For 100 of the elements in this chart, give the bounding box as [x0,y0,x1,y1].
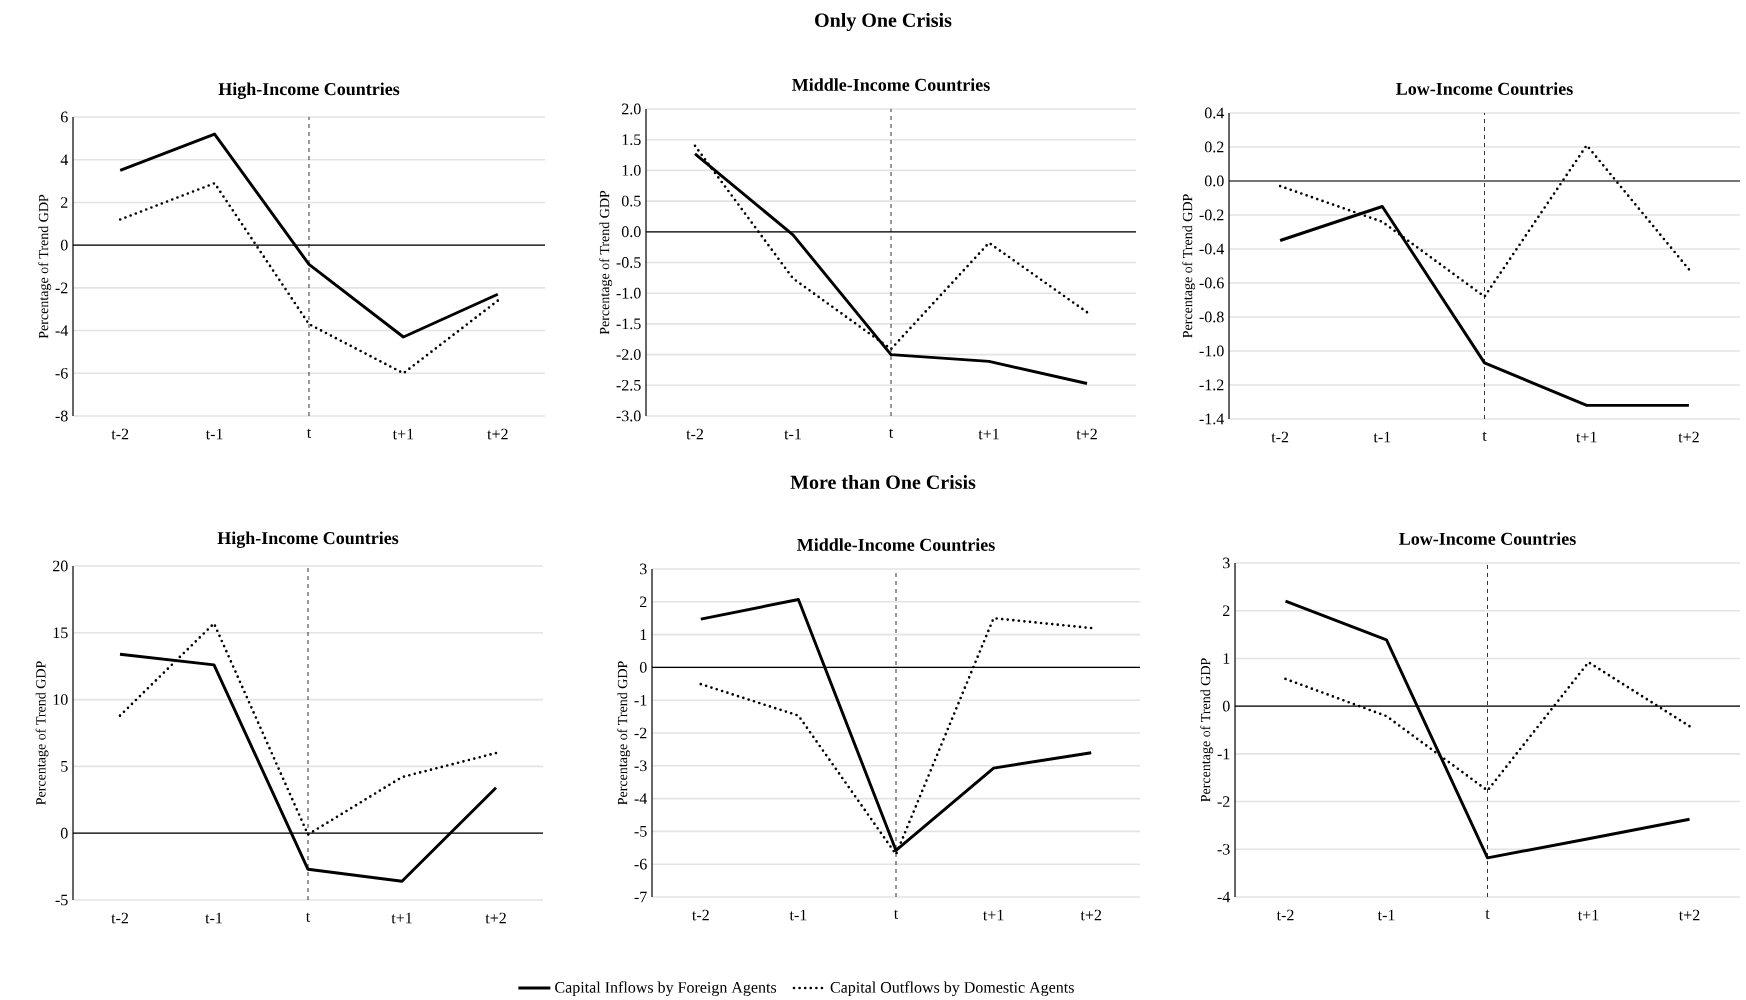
x-tick-label: t [306,428,312,438]
y-tick-label: 20 [53,560,68,572]
text: More than One Crisis [790,474,976,490]
x-tick-label: t-2 [111,912,128,924]
y-tick-label: -0.8 [1199,311,1224,323]
y-tick-label: 0.5 [621,195,641,207]
x-tick-label: t+1 [392,428,414,440]
y-tick-label: -0.6 [1199,277,1224,289]
y-tick-label: -2 [1217,796,1230,807]
y-tick-label: -2.0 [616,349,641,361]
x-tick-label: t-1 [1377,909,1395,921]
y-tick-label: -6 [634,858,647,870]
y-tick-label: -0.5 [616,257,641,268]
x-tick-label: t+1 [1577,909,1599,921]
x-tick-label: t+2 [1678,431,1699,443]
x-tick-label: t-1 [1373,431,1391,443]
y-tick-label: 1.0 [622,164,641,176]
y-tick-label: 10 [53,694,68,705]
y-tick-label: 0 [639,662,647,673]
y-tick-label: 1.5 [622,134,641,146]
y-tick-label: -5 [55,894,68,906]
y-tick-label: -4 [1217,891,1231,903]
y-tick-label: -7 [634,891,647,903]
y-tick-label: 5 [61,761,68,772]
x-tick-label: t-2 [1271,431,1289,443]
x-tick-label: t [1485,909,1490,919]
chart-title: Low-Income Countries [1396,82,1573,95]
y-tick-label: -2.5 [616,379,641,391]
y-tick-label: -0.4 [1199,243,1225,255]
y-tick-label: 6 [60,111,68,123]
y-tick-label: 0 [1222,700,1230,712]
y-axis-title: Percentage of Trend GDP [35,661,49,805]
x-tick-label: t+1 [391,912,412,924]
y-tick-label: 2 [1223,605,1230,617]
y-axis-title: Percentage of Trend GDP [599,190,613,335]
x-tick-label: t+1 [978,428,999,440]
text: Only One Crisis [815,12,952,32]
y-tick-label: 1 [640,629,647,640]
y-tick-label: 0.0 [621,226,641,238]
y-tick-label: -5 [634,826,647,837]
x-tick-label: t+2 [1080,909,1102,921]
y-tick-label: 15 [53,627,68,639]
y-tick-label: -1 [634,694,647,706]
x-tick-label: t-2 [686,428,704,440]
x-tick-label: t+2 [1076,428,1097,440]
y-tick-label: -3 [634,760,647,772]
y-tick-label: -1.2 [1199,379,1224,391]
x-tick-label: t-2 [1276,909,1294,921]
x-tick-label: t+1 [983,909,1004,921]
x-tick-label: t+2 [485,912,506,924]
y-tick-label: 0.2 [1204,141,1224,153]
x-tick-label: t [1482,431,1487,441]
y-axis-title: Percentage of Trend GDP [1200,658,1214,802]
y-tick-label: -6 [55,367,68,379]
y-tick-label: -1.0 [1199,345,1224,357]
chart-title: Low-Income Countries [1399,532,1576,545]
y-tick-label: 0.0 [1204,175,1224,187]
y-tick-label: -3 [1217,843,1230,855]
y-axis-title: Percentage of Trend GDP [38,194,52,339]
y-tick-label: 0 [60,827,68,839]
y-tick-label: -3.0 [616,410,641,422]
chart-title: High-Income Countries [217,531,399,548]
y-tick-label: -1 [1217,748,1230,760]
legend-label: Capital Outflows by Domestic Agents [830,981,1074,997]
y-tick-label: -2 [634,727,647,739]
y-tick-label: 4 [60,154,69,165]
y-tick-label: -2 [55,282,68,294]
chart-title: High-Income Countries [218,82,400,99]
y-tick-label: 2.0 [622,103,641,115]
y-tick-label: -0.2 [1199,209,1224,221]
y-tick-label: 2 [61,197,68,208]
x-tick-label: t-2 [111,428,129,440]
x-tick-label: t+2 [487,428,508,440]
y-axis-title: Percentage of Trend GDP [617,661,631,805]
x-tick-label: t+1 [1576,431,1597,443]
chart-title: Middle-Income Countries [792,78,990,91]
x-tick-label: t-1 [789,909,807,921]
y-tick-label: -1.4 [1199,413,1225,425]
y-tick-label: -4 [55,325,69,336]
y-tick-label: 2 [640,596,647,608]
y-tick-label: -8 [55,410,68,422]
y-axis-title: Percentage of Trend GDP [1182,194,1196,338]
x-tick-label: t [888,428,894,438]
y-tick-label: -4 [634,793,648,804]
x-tick-label: t-1 [205,428,223,440]
y-tick-label: 0.4 [1204,107,1225,119]
x-tick-label: t-1 [205,912,222,924]
chart-title: Middle-Income Countries [797,538,995,551]
y-tick-label: 0 [60,239,68,251]
y-tick-label: 3 [640,563,647,575]
y-tick-label: -1.5 [616,318,641,330]
y-tick-label: 1 [1223,653,1230,664]
x-tick-label: t+2 [1678,909,1700,921]
x-tick-label: t-2 [692,909,709,921]
x-tick-label: t-1 [784,428,801,440]
y-tick-label: -1.0 [616,287,641,299]
x-tick-label: t [305,912,311,922]
legend-label: Capital Inflows by Foreign Agents [555,981,777,997]
x-tick-label: t [893,909,899,919]
y-tick-label: 3 [1223,557,1230,569]
